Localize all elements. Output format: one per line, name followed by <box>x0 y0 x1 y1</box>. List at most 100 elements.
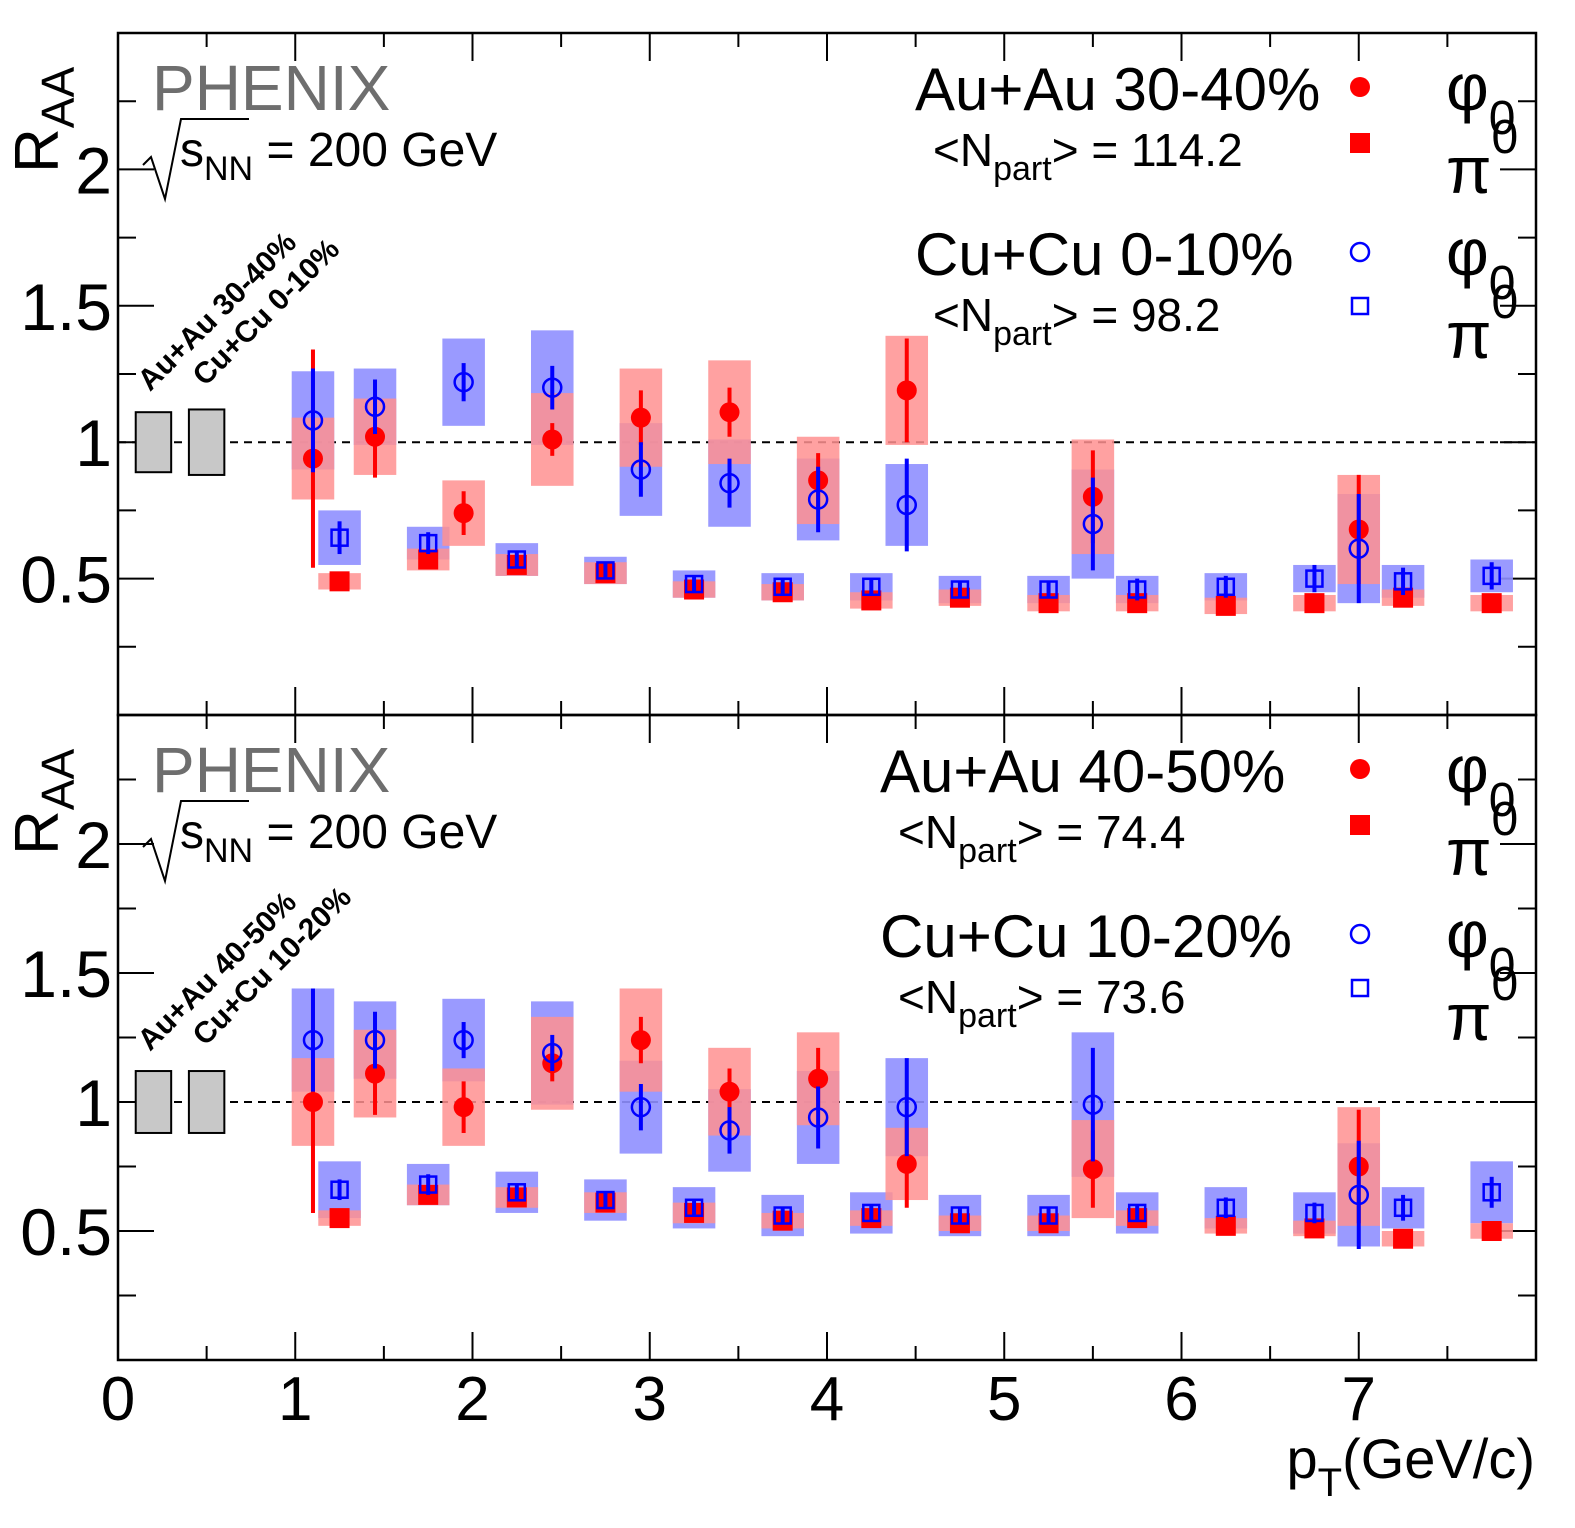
point-auau-pi0 <box>1215 595 1236 616</box>
point-cucu-phi <box>302 1029 324 1051</box>
x-axis-title-main: p <box>1286 1427 1317 1490</box>
y-tick-label: 1 <box>75 1066 112 1140</box>
y-axis-title-main: R <box>3 128 72 173</box>
y-axis-title: RAA <box>3 749 84 855</box>
point-cucu-pi0 <box>1305 1203 1324 1223</box>
point-cucu-pi0 <box>950 580 970 599</box>
legend-system2-label: Cu+Cu 0-10% <box>915 221 1294 288</box>
point-cucu-pi0 <box>1039 580 1058 599</box>
y-tick-label: 1.5 <box>20 270 112 344</box>
phi-sub: 0 <box>1489 774 1516 827</box>
point-cucu-pi0 <box>1039 1206 1058 1225</box>
point-cucu-phi <box>719 472 740 494</box>
y-tick-label: 1 <box>75 406 112 480</box>
energy-sub: NN <box>204 150 253 188</box>
point-cucu-pi0 <box>418 1175 438 1194</box>
point-cucu-pi0 <box>773 577 792 597</box>
point-cucu-phi <box>719 1120 740 1141</box>
point-cucu-pi0 <box>596 1190 615 1210</box>
point-auau-pi0 <box>329 1208 350 1229</box>
normalization-box <box>187 1070 226 1134</box>
point-cucu-pi0 <box>862 1203 881 1223</box>
legend-marker-auau-pi0 <box>1350 133 1370 153</box>
point-auau-phi <box>630 1030 651 1051</box>
point-cucu-phi <box>630 459 652 480</box>
point-cucu-pi0 <box>418 533 438 553</box>
pi-symbol: π <box>1446 298 1492 372</box>
point-auau-phi <box>896 380 917 401</box>
x-tick-label: 4 <box>810 1365 844 1434</box>
point-auau-phi <box>453 1097 474 1118</box>
phi-sub: 0 <box>1489 92 1516 145</box>
experiment-label: PHENIX <box>152 734 390 806</box>
legend-pi-symbol-2: π0 <box>1446 958 1518 1054</box>
pi-sup: 0 <box>1492 958 1519 1011</box>
point-cucu-pi0 <box>507 1183 527 1202</box>
point-auau-pi0 <box>418 549 439 570</box>
point-auau-phi <box>542 429 563 450</box>
npart-value: > = 73.6 <box>1017 971 1186 1023</box>
point-cucu-pi0 <box>330 528 349 547</box>
experiment-label: PHENIX <box>152 52 390 124</box>
energy-value: = 200 GeV <box>253 124 497 177</box>
legend-phi-symbol-2: φ0 <box>1446 215 1516 310</box>
normalization-box <box>187 408 226 476</box>
y-tick-label: 1.5 <box>20 937 112 1011</box>
point-auau-phi <box>719 1081 740 1102</box>
normalization-box <box>134 1070 173 1134</box>
x-tick-label: 0 <box>101 1365 135 1434</box>
point-auau-phi <box>896 1153 917 1174</box>
x-tick-label: 2 <box>455 1365 489 1434</box>
point-auau-phi <box>365 426 386 447</box>
y-axis-title-sub: AA <box>32 749 84 811</box>
point-cucu-pi0 <box>1127 580 1147 599</box>
point-cucu-phi <box>364 1029 386 1051</box>
npart-sub: part <box>958 832 1017 870</box>
energy-main: s <box>180 806 204 859</box>
x-axis-title-unit: (GeV/c) <box>1342 1427 1535 1490</box>
legend-system2-npart: <Npart> = 73.6 <box>898 971 1186 1035</box>
legend-system2-npart: <Npart> = 98.2 <box>933 289 1221 353</box>
point-cucu-phi <box>807 1107 829 1128</box>
pi-symbol: π <box>1446 133 1492 207</box>
point-cucu-pi0 <box>596 561 615 580</box>
legend-marker-cucu-pi0 <box>1350 978 1370 998</box>
energy-label: sNN = 200 GeV <box>180 124 497 188</box>
point-auau-phi <box>453 503 474 524</box>
point-cucu-pi0 <box>950 1206 970 1225</box>
legend-phi-symbol-1: φ0 <box>1446 50 1516 145</box>
phi-symbol: φ <box>1446 897 1489 971</box>
y-axis-title-sub: AA <box>32 67 84 129</box>
phi-sub: 0 <box>1489 939 1516 992</box>
point-cucu-phi <box>302 410 324 431</box>
point-cucu-phi <box>542 1042 563 1064</box>
energy-main: s <box>180 124 204 177</box>
y-axis-title: RAA <box>3 67 84 173</box>
legend-marker-cucu-phi <box>1349 923 1371 945</box>
x-axis: pT(GeV/c) 0 1 2 3 4 5 6 7 <box>101 1365 1535 1505</box>
legend: Au+Au 30-40%<Npart> = 114.2Cu+Cu 0-10%<N… <box>915 50 1518 372</box>
legend-marker-auau-pi0 <box>1350 815 1370 835</box>
pi-sup: 0 <box>1492 111 1519 164</box>
point-cucu-pi0 <box>1393 1198 1413 1218</box>
y-tick-label: 2 <box>75 808 112 882</box>
y-tick-label: 0.5 <box>20 543 112 617</box>
point-auau-pi0 <box>1304 593 1325 614</box>
point-cucu-phi <box>453 1029 474 1051</box>
npart-sub: part <box>993 315 1052 353</box>
x-tick-label: 1 <box>278 1365 312 1434</box>
npart-prefix: <N <box>933 124 993 176</box>
point-cucu-phi <box>896 1096 918 1118</box>
point-auau-pi0 <box>1215 1215 1236 1236</box>
point-cucu-pi0 <box>1216 577 1236 597</box>
point-cucu-pi0 <box>330 1180 349 1199</box>
pi-sup: 0 <box>1492 276 1519 329</box>
phi-symbol: φ <box>1446 215 1489 289</box>
x-axis-title: pT(GeV/c) <box>1286 1427 1535 1505</box>
point-cucu-phi <box>364 396 386 417</box>
legend-system1-label: Au+Au 30-40% <box>915 56 1320 123</box>
y-axis-title-main: R <box>3 810 72 855</box>
phi-symbol: φ <box>1446 50 1489 124</box>
